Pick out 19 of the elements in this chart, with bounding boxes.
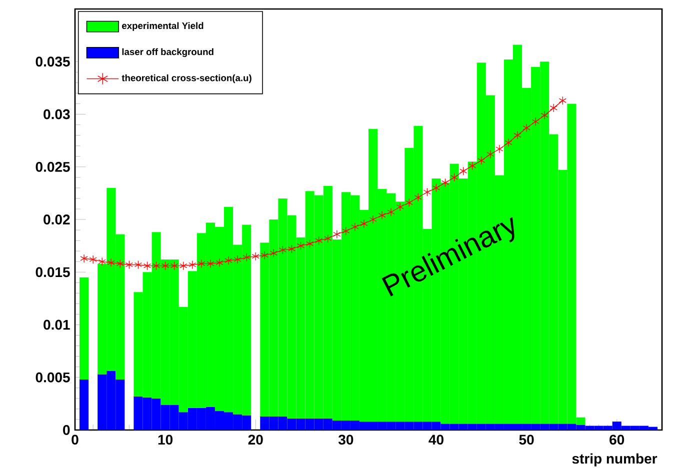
y-tick-label: 0.015 [36,267,70,278]
y-tick-label: 0.025 [36,162,70,172]
y-tick-label: 0.01 [44,320,70,330]
x-tick-label: 10 [158,434,173,445]
legend-label: laser off background [122,48,214,58]
legend-label: theoretical cross-section(a.u) [122,74,252,84]
y-tick-label: 0 [63,425,70,435]
x-tick-label: 50 [519,434,534,445]
legend-label: experimental Yield [122,22,204,31]
x-axis-title: strip number [572,453,658,466]
y-tick-label: 0.005 [36,372,70,382]
x-tick-label: 60 [610,434,624,445]
x-tick-label: 20 [248,434,263,445]
x-tick-label: 40 [428,434,444,445]
y-tick-label: 0.035 [36,56,70,67]
y-tick-label: 0.02 [44,214,70,224]
y-tick-label: 0.03 [44,109,70,120]
x-tick-label: 0 [72,434,78,445]
x-tick-label: 30 [338,434,354,445]
